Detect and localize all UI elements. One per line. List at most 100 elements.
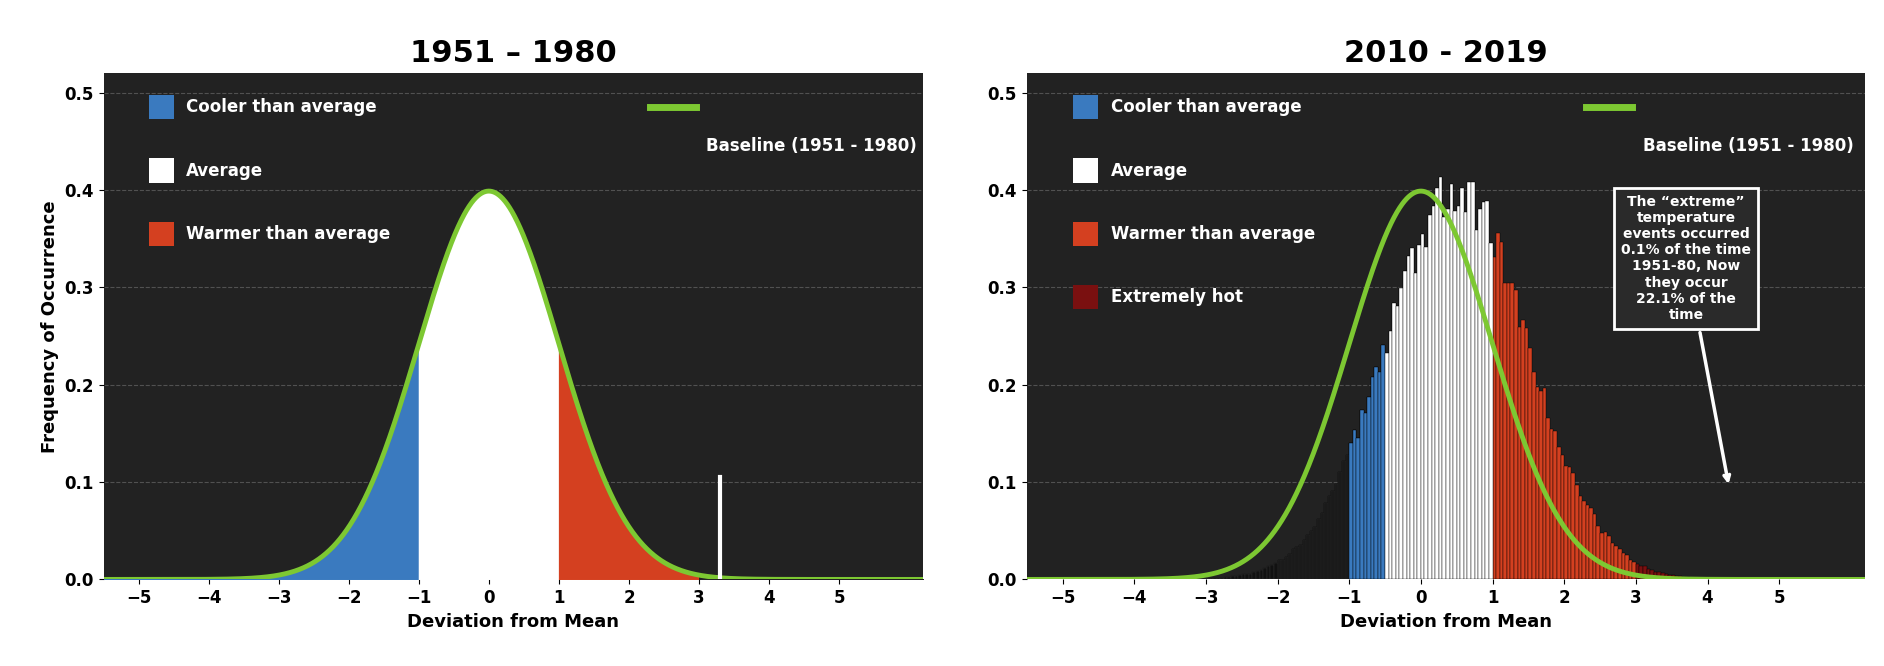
Bar <box>1479 209 1483 579</box>
Bar <box>1413 273 1417 579</box>
Bar <box>1336 484 1338 579</box>
Bar <box>1338 472 1341 579</box>
Bar <box>1404 271 1407 579</box>
Bar <box>1245 574 1249 579</box>
Bar <box>1694 578 1697 579</box>
Bar <box>1618 549 1622 579</box>
Bar <box>1353 430 1356 579</box>
Bar <box>1611 543 1615 579</box>
Bar <box>1409 248 1413 579</box>
Bar <box>1349 443 1353 579</box>
Bar <box>1456 206 1460 579</box>
Bar <box>1407 256 1409 579</box>
Bar <box>1381 345 1385 579</box>
Bar <box>1306 535 1309 579</box>
Bar <box>1213 578 1217 579</box>
Bar <box>1654 571 1658 579</box>
Bar <box>1535 386 1539 579</box>
Bar <box>1532 372 1535 579</box>
Bar <box>1554 432 1556 579</box>
Bar <box>1230 576 1234 579</box>
Bar <box>1468 182 1471 579</box>
Bar <box>1364 412 1368 579</box>
Bar <box>1074 159 1098 182</box>
Bar <box>1328 496 1332 579</box>
Bar <box>1468 182 1471 579</box>
Bar <box>1317 519 1321 579</box>
Text: Warmer than average: Warmer than average <box>1112 225 1315 243</box>
Bar <box>1345 455 1349 579</box>
Bar <box>1270 565 1274 579</box>
Bar <box>1592 514 1596 579</box>
Bar <box>1238 575 1242 579</box>
Bar <box>1074 222 1098 246</box>
Bar <box>1432 206 1436 579</box>
Bar <box>1639 566 1643 579</box>
Bar <box>1439 177 1443 579</box>
Bar <box>1404 271 1407 579</box>
Bar <box>1471 182 1475 579</box>
Bar <box>1238 575 1242 579</box>
Bar <box>1213 578 1217 579</box>
Bar <box>1353 430 1356 579</box>
Bar <box>1210 578 1213 579</box>
Bar <box>1428 215 1432 579</box>
Bar <box>1607 536 1611 579</box>
Bar <box>1289 553 1292 579</box>
Bar <box>1364 412 1368 579</box>
Bar <box>1628 560 1632 579</box>
Bar <box>1686 577 1690 579</box>
Bar <box>1277 560 1281 579</box>
Bar <box>1528 348 1532 579</box>
Bar <box>1338 472 1341 579</box>
Text: Extremely hot: Extremely hot <box>1112 288 1243 306</box>
Bar <box>1345 455 1349 579</box>
Bar <box>1603 532 1607 579</box>
Bar <box>1324 503 1328 579</box>
Bar <box>1439 177 1443 579</box>
Bar <box>1226 577 1230 579</box>
Bar <box>1547 418 1551 579</box>
Bar <box>1341 461 1345 579</box>
Bar <box>1317 519 1321 579</box>
Bar <box>1556 448 1560 579</box>
Bar <box>1436 188 1439 579</box>
Text: Cooler than average: Cooler than average <box>187 99 377 117</box>
Bar <box>1328 496 1332 579</box>
Bar <box>1264 568 1266 579</box>
Bar <box>1400 288 1404 579</box>
Bar <box>1424 246 1428 579</box>
Bar <box>1701 578 1703 579</box>
Bar <box>1667 575 1671 579</box>
Bar <box>1626 555 1628 579</box>
Bar <box>1400 288 1404 579</box>
Bar <box>1296 547 1300 579</box>
Bar <box>1421 234 1424 579</box>
Text: The “extreme”
temperature
events occurred
0.1% of the time
1951-80, Now
they occ: The “extreme” temperature events occurre… <box>1620 194 1750 480</box>
Bar <box>1309 531 1313 579</box>
Bar <box>1571 473 1575 579</box>
Text: Average: Average <box>1112 162 1189 180</box>
Bar <box>1217 578 1221 579</box>
Bar <box>1277 560 1281 579</box>
Bar <box>1260 570 1264 579</box>
Bar <box>1332 492 1336 579</box>
Bar <box>1560 455 1564 579</box>
Bar <box>1245 574 1249 579</box>
Bar <box>1575 485 1579 579</box>
Bar <box>1302 539 1306 579</box>
Bar <box>1226 577 1230 579</box>
Bar <box>1225 577 1226 579</box>
Bar <box>1221 577 1225 579</box>
Bar <box>1392 303 1396 579</box>
Bar <box>1632 562 1635 579</box>
Bar <box>1671 575 1675 579</box>
Bar <box>1242 575 1245 579</box>
Bar <box>1507 283 1511 579</box>
Bar <box>1306 535 1309 579</box>
Bar <box>1313 527 1317 579</box>
Bar <box>1249 573 1253 579</box>
Bar <box>1496 233 1500 579</box>
Bar <box>1309 531 1313 579</box>
Bar <box>1372 376 1373 579</box>
